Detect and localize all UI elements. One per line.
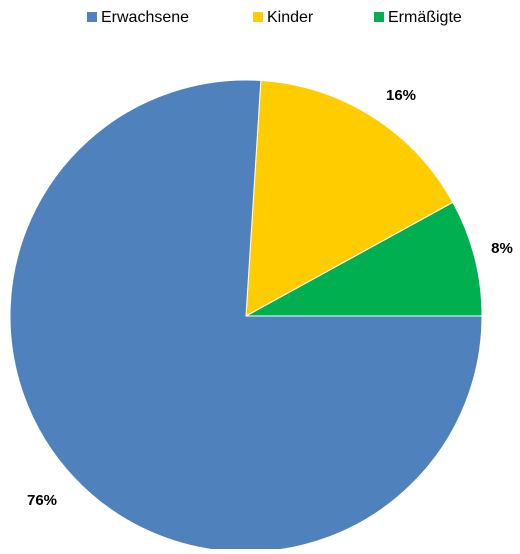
legend-swatch-erm-igte [374,12,384,22]
legend-label-erm-igte: Ermäßigte [388,9,462,26]
pie-slice-erm-igte [245,201,483,317]
data-label-kinder: 16% [386,87,416,104]
data-label-erm-igte: 8% [491,240,513,257]
legend-swatch-erwachsene [87,12,97,22]
pie-slice-erwachsene [9,79,483,553]
data-labels: 8% 16% 76% [27,87,513,509]
pie-slices [9,79,483,553]
legend-swatch-kinder [253,12,263,22]
chart-legend: Erwachsene Kinder Ermäßigte [87,9,462,26]
legend-label-erwachsene: Erwachsene [101,9,189,26]
legend-label-kinder: Kinder [267,9,314,26]
data-label-erwachsene: 76% [27,492,57,509]
pie-slice-kinder [245,79,454,317]
